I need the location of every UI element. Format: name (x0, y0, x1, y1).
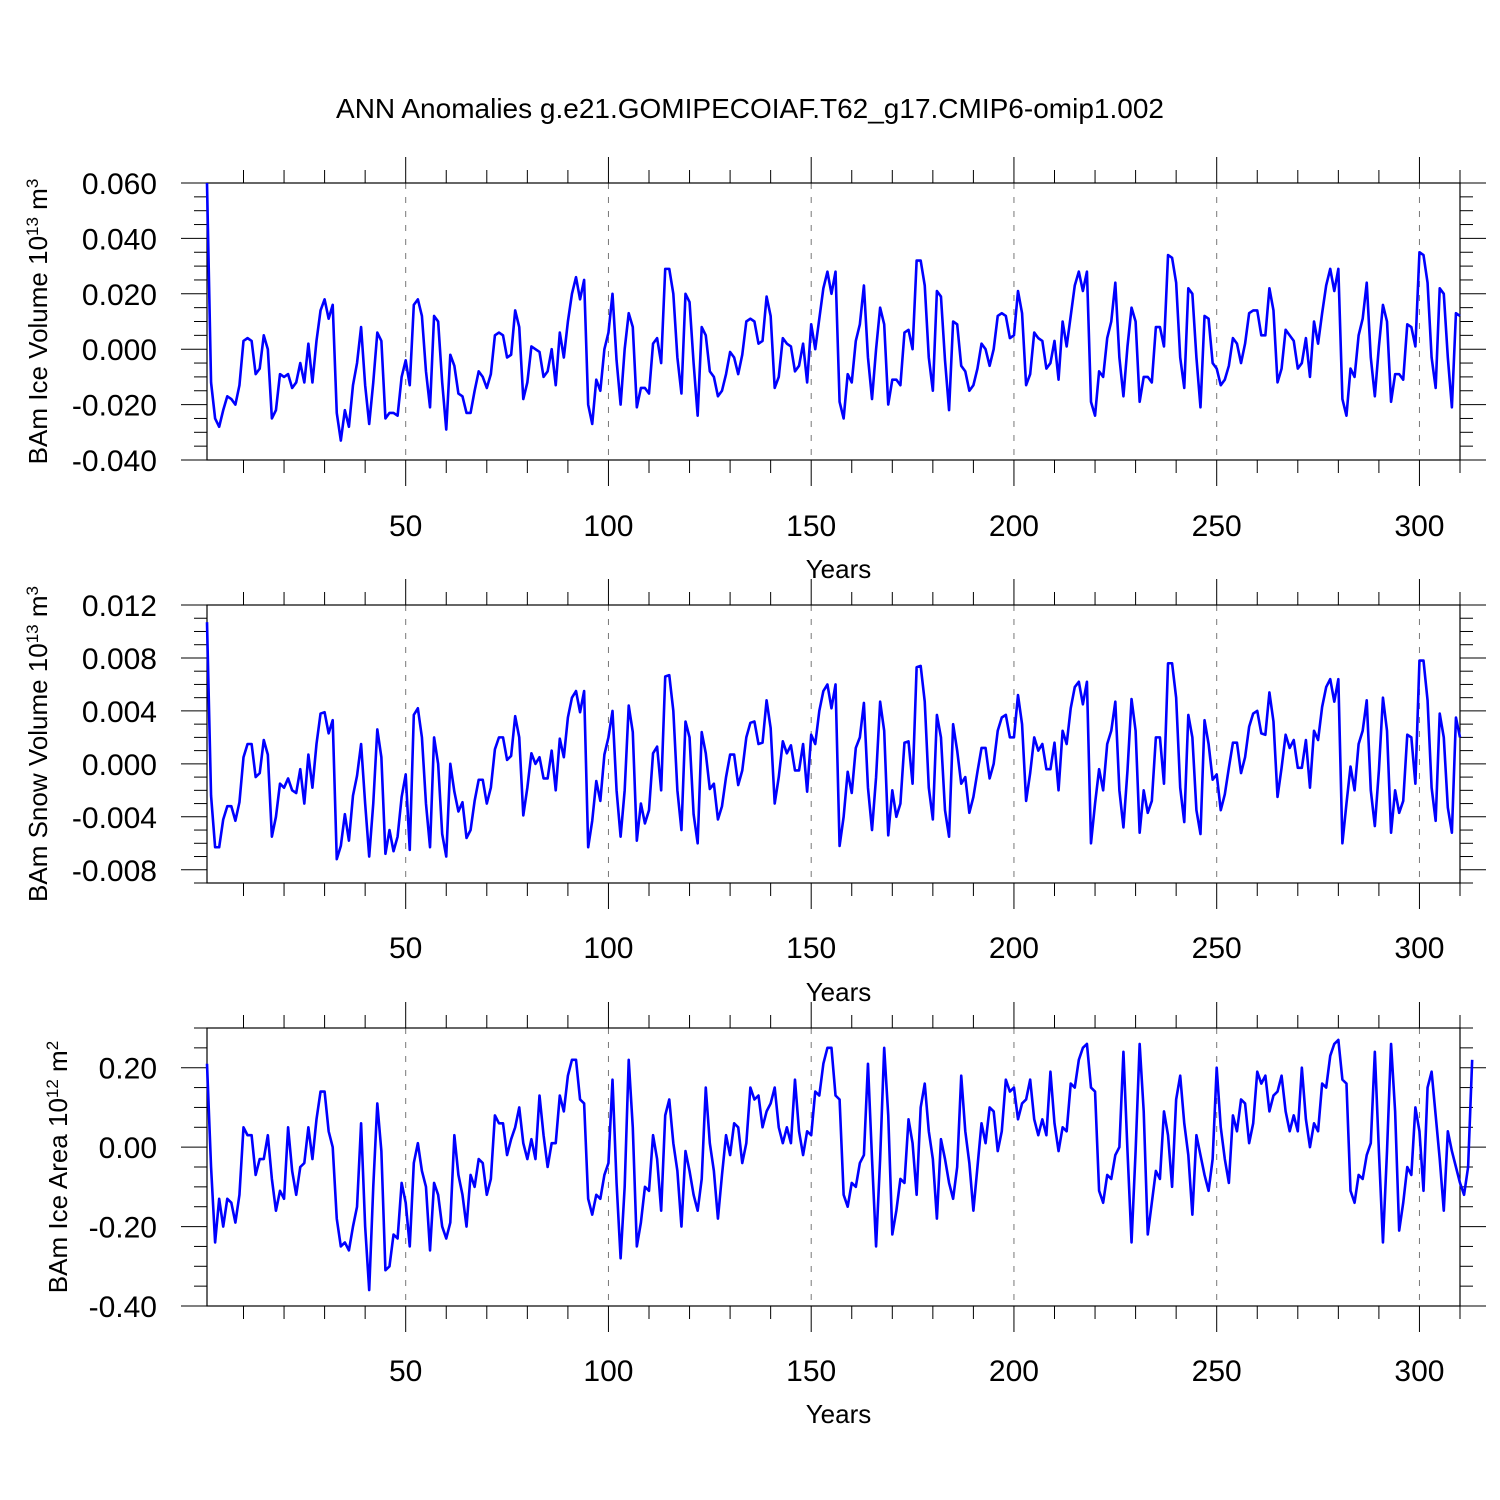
y-axis-title-unit-exponent: 3 (23, 179, 42, 188)
y-axis-title-main: BAm Snow Volume 10 (23, 643, 53, 902)
y-tick-label: 0.060 (82, 168, 157, 201)
x-tick-label: 200 (989, 510, 1039, 543)
x-tick-label: 150 (786, 1355, 836, 1388)
y-axis-title: BAm Ice Area 1012 m2 (43, 1041, 74, 1293)
y-tick-label: 0.012 (82, 590, 157, 623)
x-tick-label: 200 (989, 1355, 1039, 1388)
panel-1: -0.040 -0.020 0.000 0.020 0.040 0.060 50 100 150… (23, 157, 1486, 584)
x-tick-label: 250 (1192, 1355, 1242, 1388)
y-tick-label: 0.00 (99, 1132, 157, 1165)
y-tick-label: -0.008 (72, 855, 157, 888)
y-axis-title-unit: m (43, 1050, 73, 1079)
y-tick-label: -0.020 (72, 390, 157, 423)
y-axis-title-exponent: 13 (23, 624, 42, 643)
x-tick-label: 50 (389, 1355, 422, 1388)
x-tick-label: 50 (389, 510, 422, 543)
x-tick-label: 250 (1192, 932, 1242, 965)
y-tick-label: -0.40 (89, 1291, 157, 1324)
y-axis-title-unit-exponent: 3 (23, 586, 42, 595)
y-axis-title-exponent: 13 (23, 217, 42, 236)
y-axis-title-main: BAm Ice Area 10 (43, 1098, 73, 1293)
y-tick-label: -0.040 (72, 445, 157, 478)
x-axis-title: Years (806, 1399, 872, 1429)
y-tick-label: 0.000 (82, 749, 157, 782)
y-tick-label: -0.20 (89, 1212, 157, 1245)
y-axis-title-main: BAm Ice Volume 10 (23, 236, 53, 464)
series-line (205, 622, 1462, 861)
y-tick-label: 0.000 (82, 334, 157, 367)
y-tick-label: 0.008 (82, 643, 157, 676)
y-tick-label: 0.004 (82, 696, 157, 729)
panel-2: -0.008 -0.004 0.000 0.004 0.008 0.012 50 100 150… (23, 579, 1486, 1007)
y-tick-label: -0.004 (72, 802, 157, 835)
x-axis-title: Years (806, 554, 872, 584)
y-axis-title-unit: m (23, 595, 53, 624)
y-tick-label: 0.020 (82, 279, 157, 312)
figure-title: ANN Anomalies g.e21.GOMIPECOIAF.T62_g17.… (336, 93, 1164, 124)
y-tick-label: 0.040 (82, 223, 157, 256)
x-tick-label: 150 (786, 932, 836, 965)
x-tick-label: 300 (1394, 1355, 1444, 1388)
series-line (205, 1038, 1474, 1292)
y-axis-title-exponent: 12 (43, 1079, 62, 1098)
x-tick-label: 300 (1394, 510, 1444, 543)
x-tick-label: 100 (583, 510, 633, 543)
plot-frame (206, 604, 1461, 884)
y-axis-title: BAm Snow Volume 1013 m3 (23, 586, 54, 902)
y-axis-title-unit: m (23, 188, 53, 217)
x-tick-label: 100 (583, 1355, 633, 1388)
y-axis-title-unit-exponent: 2 (43, 1041, 62, 1050)
series-line (205, 182, 1461, 442)
x-axis-title: Years (806, 977, 872, 1007)
x-tick-label: 50 (389, 932, 422, 965)
y-tick-label: 0.20 (99, 1053, 157, 1086)
x-tick-label: 250 (1192, 510, 1242, 543)
x-tick-label: 100 (583, 932, 633, 965)
y-axis-title: BAm Ice Volume 1013 m3 (23, 179, 54, 465)
x-tick-label: 300 (1394, 932, 1444, 965)
panel-3: -0.40 -0.20 0.00 0.20 50 100 150 200 250 300 Years… (43, 1002, 1486, 1429)
x-tick-label: 200 (989, 932, 1039, 965)
x-tick-label: 150 (786, 510, 836, 543)
